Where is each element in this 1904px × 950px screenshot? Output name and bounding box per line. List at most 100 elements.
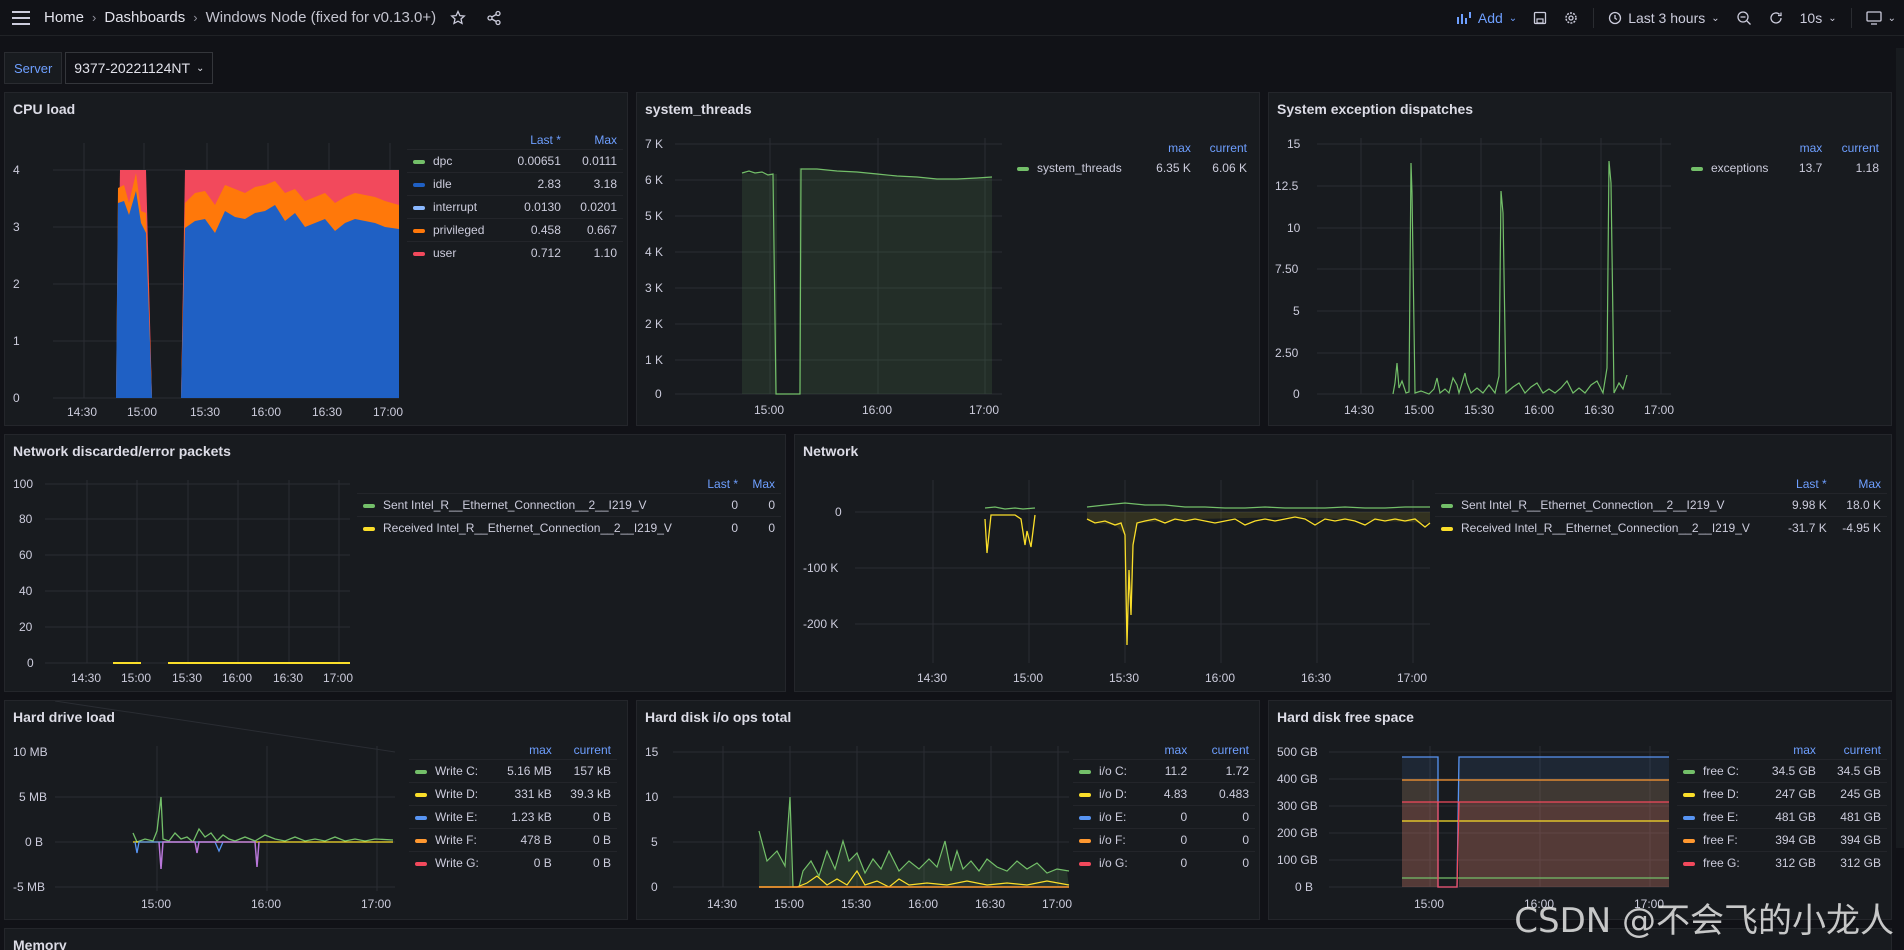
divider bbox=[1850, 8, 1852, 28]
legend-value: 394 GB bbox=[1756, 828, 1822, 852]
chevron-down-icon: ⌄ bbox=[1828, 12, 1837, 24]
legend-value: 6.35 K bbox=[1156, 161, 1191, 175]
series-swatch bbox=[1441, 503, 1453, 508]
legend-row[interactable]: i/o C: 11.2 1.72 bbox=[1073, 759, 1255, 783]
legend-value: 13.7 bbox=[1798, 161, 1823, 175]
y-tick: 1 K bbox=[645, 353, 663, 367]
legend-value: 39.3 kB bbox=[557, 782, 617, 806]
panel-exception-dispatches[interactable]: System exception dispatches 15 12.5 10 7… bbox=[1268, 92, 1892, 426]
legend-row[interactable]: exceptions 13.7 1.18 bbox=[1685, 157, 1885, 179]
server-variable-label: Server bbox=[4, 52, 63, 84]
x-tick: 15:00 bbox=[141, 897, 171, 911]
series-swatch bbox=[413, 205, 425, 210]
y-tick: 5 bbox=[1293, 304, 1300, 318]
x-tick: 15:00 bbox=[774, 897, 804, 911]
legend-value: 0.667 bbox=[566, 218, 623, 242]
legend-row[interactable]: interrupt 0.0130 0.0201 bbox=[407, 195, 623, 219]
y-tick: 12.5 bbox=[1275, 179, 1299, 193]
legend-value: 0 bbox=[1193, 805, 1255, 829]
legend-table: max current exceptions 13.7 1.18 bbox=[1685, 139, 1885, 179]
panel-title: Network bbox=[803, 443, 859, 459]
panel-hard-disk-io[interactable]: Hard disk i/o ops total 15 10 5 0 14:30 … bbox=[636, 700, 1260, 920]
x-tick: 16:00 bbox=[1524, 403, 1554, 417]
variables-row: Server 9377-20221124NT ⌄ bbox=[4, 52, 214, 84]
legend-value: 394 GB bbox=[1821, 828, 1887, 852]
server-variable-select[interactable]: 9377-20221124NT ⌄ bbox=[65, 52, 214, 84]
legend-row[interactable]: privileged 0.458 0.667 bbox=[407, 218, 623, 242]
legend-row[interactable]: i/o G: 0 0 bbox=[1073, 851, 1255, 874]
series-name: free D: bbox=[1703, 787, 1740, 801]
legend-value: 0 B bbox=[557, 851, 617, 874]
legend-value: 1.10 bbox=[566, 241, 623, 264]
legend-row[interactable]: free E: 481 GB 481 GB bbox=[1677, 805, 1887, 829]
hard-drive-load-chart: 10 MB 5 MB 0 B -5 MB 15:00 16:00 17:00 bbox=[13, 701, 396, 911]
io-c-line bbox=[758, 796, 1070, 888]
legend-row[interactable]: i/o D: 4.83 0.483 bbox=[1073, 782, 1255, 806]
y-tick: 15 bbox=[1287, 137, 1301, 151]
panel-system-threads[interactable]: system_threads 7 K 6 K 5 K 4 K 3 K 2 K 1… bbox=[636, 92, 1260, 426]
breadcrumb-dashboards[interactable]: Dashboards bbox=[104, 9, 186, 26]
add-button-label: Add bbox=[1477, 10, 1503, 26]
legend-row[interactable]: i/o E: 0 0 bbox=[1073, 805, 1255, 829]
panel-network[interactable]: Network 0 -100 K -200 K 14:30 15:00 15:3… bbox=[794, 434, 1892, 692]
legend-row[interactable]: free G: 312 GB 312 GB bbox=[1677, 851, 1887, 874]
x-tick: 15:00 bbox=[1404, 403, 1434, 417]
x-tick: 14:30 bbox=[67, 405, 97, 419]
share-icon[interactable] bbox=[480, 4, 508, 32]
time-range-picker[interactable]: Last 3 hours ⌄ bbox=[1600, 4, 1727, 32]
legend-value: -4.95 K bbox=[1832, 516, 1887, 539]
cpu-load-chart: 4 3 2 1 0 14:30 15:00 15:30 16:00 16:30 … bbox=[13, 143, 403, 419]
legend-value: 18.0 K bbox=[1832, 493, 1887, 517]
free-space-fills bbox=[1402, 757, 1669, 887]
panel-hard-disk-free[interactable]: Hard disk free space 500 GB 400 GB 300 G… bbox=[1268, 700, 1892, 920]
page-scrollbar[interactable] bbox=[1896, 48, 1904, 848]
add-button[interactable]: Add ⌄ bbox=[1448, 4, 1525, 32]
view-mode-button[interactable]: ⌄ bbox=[1858, 4, 1904, 32]
menu-icon[interactable] bbox=[0, 0, 44, 36]
series-name: free C: bbox=[1703, 764, 1740, 778]
x-tick: 16:00 bbox=[1524, 897, 1554, 911]
legend-value: 4.83 bbox=[1148, 782, 1194, 806]
legend-row[interactable]: Sent Intel_R__Ethernet_Connection__2__I2… bbox=[1435, 493, 1887, 517]
legend-row[interactable]: system_threads 6.35 K 6.06 K bbox=[1011, 157, 1253, 179]
legend-row[interactable]: user 0.712 1.10 bbox=[407, 241, 623, 264]
legend-row[interactable]: Received Intel_R__Ethernet_Connection__2… bbox=[1435, 516, 1887, 539]
legend-value: 0 bbox=[1148, 851, 1194, 874]
star-icon[interactable] bbox=[444, 4, 472, 32]
panel-cpu-load[interactable]: CPU load 4 3 2 1 0 14:30 15:00 15:30 16:… bbox=[4, 92, 628, 426]
series-swatch bbox=[363, 503, 375, 508]
legend-row[interactable]: idle 2.83 3.18 bbox=[407, 172, 623, 196]
zoom-out-button[interactable] bbox=[1728, 4, 1760, 32]
y-tick: 0 bbox=[1293, 387, 1300, 401]
exceptions-line bbox=[1392, 160, 1628, 396]
legend-row[interactable]: i/o F: 0 0 bbox=[1073, 828, 1255, 852]
legend-row[interactable]: Write C: 5.16 MB 157 kB bbox=[409, 759, 617, 783]
legend-value: 481 GB bbox=[1821, 805, 1887, 829]
legend-table: Last * Max dpc 0.00651 0.0111 idle 2.83 3.18 … bbox=[407, 131, 623, 264]
dashboard-settings-button[interactable] bbox=[1555, 4, 1587, 32]
legend-value: 9.98 K bbox=[1778, 493, 1833, 517]
exceptions-chart: 15 12.5 10 7.50 5 2.50 0 14:30 15:00 15:… bbox=[1275, 137, 1674, 417]
legend-row[interactable]: Write D: 331 kB 39.3 kB bbox=[409, 782, 617, 806]
panel-hard-drive-load[interactable]: Hard drive load 10 MB 5 MB 0 B -5 MB 15:… bbox=[4, 700, 628, 920]
panel-memory[interactable]: Memory bbox=[4, 928, 1892, 950]
refresh-button[interactable] bbox=[1760, 4, 1792, 32]
legend-row[interactable]: free C: 34.5 GB 34.5 GB bbox=[1677, 759, 1887, 783]
legend-row[interactable]: free F: 394 GB 394 GB bbox=[1677, 828, 1887, 852]
x-tick: 16:00 bbox=[1205, 671, 1235, 685]
save-dashboard-button[interactable] bbox=[1525, 4, 1555, 32]
series-name: i/o E: bbox=[1099, 810, 1127, 824]
refresh-interval-picker[interactable]: 10s ⌄ bbox=[1792, 4, 1845, 32]
legend-value: 331 kB bbox=[494, 782, 558, 806]
legend-row[interactable]: dpc 0.00651 0.0111 bbox=[407, 149, 623, 173]
legend-row[interactable]: Write E: 1.23 kB 0 B bbox=[409, 805, 617, 829]
legend-row[interactable]: free D: 247 GB 245 GB bbox=[1677, 782, 1887, 806]
breadcrumb-home[interactable]: Home bbox=[44, 9, 85, 26]
panel-network-errors[interactable]: Network discarded/error packets 100 80 6… bbox=[4, 434, 786, 692]
series-swatch bbox=[413, 228, 425, 233]
legend-row[interactable]: Sent Intel_R__Ethernet_Connection__2__I2… bbox=[357, 493, 781, 517]
x-tick: 17:00 bbox=[361, 897, 391, 911]
legend-row[interactable]: Received Intel_R__Ethernet_Connection__2… bbox=[357, 516, 781, 539]
